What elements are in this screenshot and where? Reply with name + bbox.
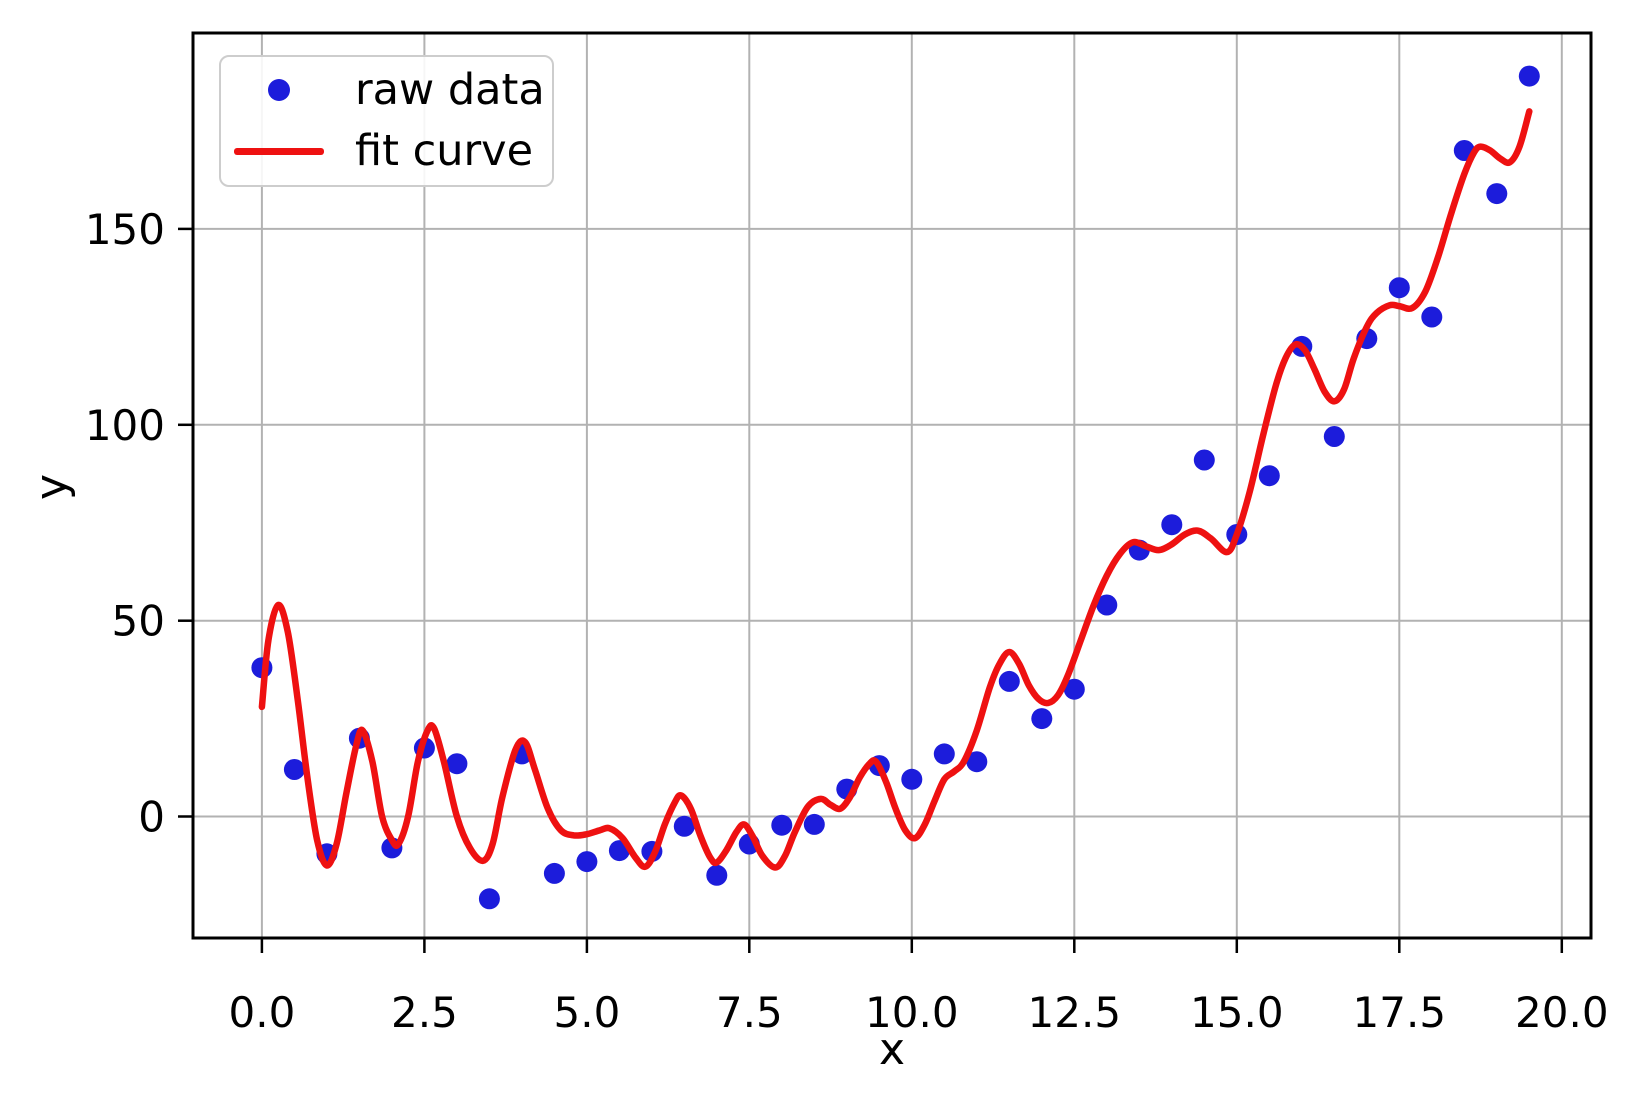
dot-marker-icon — [268, 79, 290, 102]
data-point — [1518, 65, 1540, 87]
data-point — [673, 815, 695, 837]
data-point — [803, 813, 825, 835]
data-point — [1486, 183, 1508, 205]
x-tick-label: 17.5 — [1353, 988, 1447, 1037]
y-axis-label: y — [26, 473, 77, 501]
data-point — [1388, 277, 1410, 299]
legend-box: raw data fit curve — [219, 55, 554, 187]
data-point — [1193, 449, 1215, 471]
x-tick-label: 15.0 — [1190, 988, 1284, 1037]
data-point — [1031, 708, 1053, 730]
data-point — [901, 768, 923, 790]
data-point — [1258, 465, 1280, 487]
x-tick-label: 0.0 — [229, 988, 296, 1037]
data-point — [1323, 426, 1345, 447]
x-tick-label: 20.0 — [1515, 988, 1609, 1037]
data-point — [283, 759, 305, 780]
legend-item-fit-curve: fit curve — [221, 124, 552, 180]
data-point — [1096, 594, 1118, 616]
data-point — [966, 751, 988, 773]
data-point — [1161, 514, 1183, 536]
x-tick-label: 2.5 — [391, 988, 458, 1037]
x-tick-label: 10.0 — [865, 988, 959, 1037]
data-point — [933, 743, 955, 765]
data-point — [576, 851, 598, 873]
x-axis-label: x — [878, 1024, 906, 1075]
legend-item-raw-data: raw data — [221, 62, 552, 118]
y-tick-label: 100 — [85, 401, 165, 450]
data-point — [1421, 306, 1443, 328]
legend-label-fit-curve: fit curve — [355, 126, 534, 177]
data-point — [478, 888, 500, 910]
y-tick-label: 0 — [138, 793, 165, 842]
y-tick-label: 50 — [112, 597, 165, 646]
x-tick-label: 12.5 — [1028, 988, 1122, 1037]
data-point — [706, 864, 728, 886]
data-point — [543, 862, 565, 884]
line-swatch-icon — [234, 148, 324, 156]
x-tick-label: 7.5 — [716, 988, 783, 1037]
data-point — [1063, 678, 1085, 700]
data-point — [771, 814, 793, 836]
y-tick-label: 150 — [85, 205, 165, 254]
fit-curve-path — [258, 108, 1533, 871]
plot-frame — [191, 31, 1593, 940]
x-tick-label: 5.0 — [554, 988, 621, 1037]
data-point — [998, 670, 1020, 692]
legend-label-raw-data: raw data — [355, 64, 545, 115]
data-point — [446, 753, 468, 775]
